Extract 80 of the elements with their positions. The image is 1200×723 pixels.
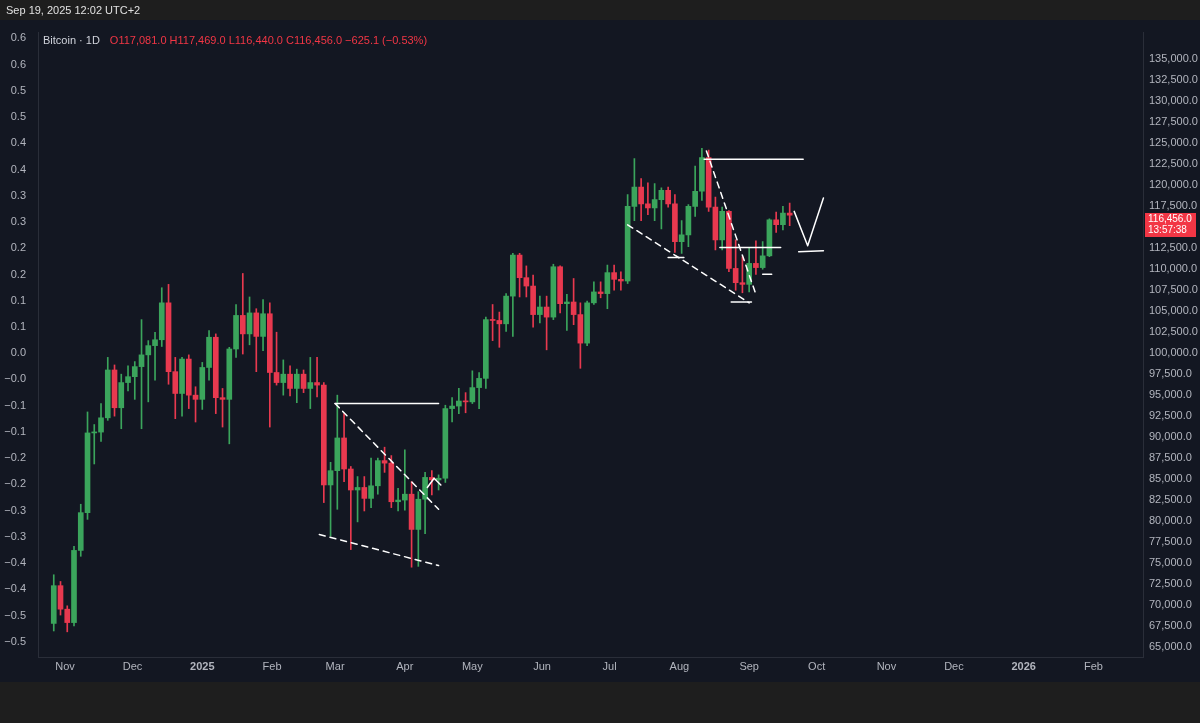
candlestick [753,240,759,275]
y2-tick-label: 0.4 [10,162,26,175]
y-tick-label: 72,500.0 [1149,577,1192,590]
candlestick [307,357,314,409]
candlestick [314,357,320,398]
x-tick-label: Aug [669,659,690,672]
x-tick-label: Mar [325,659,345,672]
y2-tick-label: −0.2 [4,451,26,464]
chart-title: Bitcoin · 1D [43,33,100,46]
y-tick-label: 110,000.0 [1149,262,1198,275]
y-tick-label: 87,500.0 [1149,451,1192,464]
candlestick [564,294,570,331]
y-tick-label: 65,000.0 [1149,639,1192,652]
y-tick-label: 95,000.0 [1149,388,1192,401]
y-tick-label: 77,500.0 [1149,535,1192,548]
y-tick-label: 125,000.0 [1149,136,1198,149]
chart-subtitle: O117,081.0 H117,469.0 L116,440.0 C116,456.0 −625.1 (−0.53%) [109,33,428,46]
y2-tick-label: −0.5 [4,634,26,647]
x-tick-label: Jul [602,659,617,672]
y2-tick-label: 0.2 [10,241,26,254]
y-tick-label: 102,500.0 [1149,325,1198,338]
y2-tick-label: 0.5 [10,110,26,123]
x-tick-label: 2026 [1011,659,1036,672]
y2-tick-label: −0.1 [4,424,26,437]
y-tick-label: 112,500.0 [1149,241,1198,254]
y2-tick-label: 0.6 [10,57,26,70]
x-tick-label: Nov [876,659,897,672]
candlestick [402,449,408,511]
y2-tick-label: 0.3 [10,188,26,201]
y2-tick-label: 0.5 [10,83,26,96]
text: 116,456.0 13:57:38 [1148,212,1193,235]
y2-tick-label: 0.1 [10,319,26,332]
x-tick-label: Apr [396,659,414,672]
x-tick-label: Dec [122,659,143,672]
y2-tick-label: 0.0 [10,346,26,359]
y-tick-label: 67,500.0 [1149,618,1192,631]
y-tick-label: 100,000.0 [1149,346,1198,359]
x-tick-label: Feb [1084,659,1103,672]
y2-tick-label: −0.3 [4,529,26,542]
y-tick-label: 135,000.0 [1149,52,1198,65]
x-tick-label: Sep [739,659,759,672]
y2-tick-label: 0.2 [10,267,26,280]
y2-tick-label: −0.4 [4,556,26,569]
y2-tick-label: −0.1 [4,398,26,411]
x-tick-label: Feb [262,659,282,672]
y2-tick-label: −0.5 [4,608,26,621]
y-tick-label: 105,000.0 [1149,304,1198,317]
x-tick-label: Dec [944,659,965,672]
y-tick-label: 92,500.0 [1149,409,1192,422]
y-tick-label: 122,500.0 [1149,157,1198,170]
x-tick-label: Jun [533,659,551,672]
y-tick-label: 85,000.0 [1149,472,1192,485]
candlestick [395,487,401,512]
y2-tick-label: 0.4 [10,136,26,149]
candlestick [456,388,462,414]
y-tick-label: 132,500.0 [1149,73,1198,86]
y-tick-label: 90,000.0 [1149,430,1192,443]
candlestick [239,273,246,355]
y-tick-label: 107,500.0 [1149,283,1198,296]
y2-tick-label: −0.0 [4,372,26,385]
y2-tick-label: −0.2 [4,477,26,490]
x-tick-label: May [461,659,484,672]
y-tick-label: 70,000.0 [1149,598,1192,610]
x-tick-label: Nov [55,659,76,672]
y2-tick-label: 0.1 [10,293,26,306]
y-tick-label: 130,000.0 [1149,94,1198,107]
text: Sep 19, 2025 12:02 UTC+2 [6,3,141,18]
y2-tick-label: 0.3 [10,215,26,228]
x-tick-label: 2025 [190,659,215,672]
y-tick-label: 80,000.0 [1149,514,1192,527]
y-tick-label: 117,500.0 [1149,199,1198,212]
y-tick-label: 75,000.0 [1149,556,1192,569]
y-tick-label: 97,500.0 [1149,367,1192,380]
y-tick-label: 82,500.0 [1149,493,1192,506]
y2-tick-label: −0.3 [4,503,26,516]
x-tick-label: Oct [808,659,826,672]
y-tick-label: 127,500.0 [1149,115,1198,128]
y2-tick-label: 0.6 [10,31,26,44]
y-tick-label: 120,000.0 [1149,178,1198,191]
y2-tick-label: −0.4 [4,582,26,595]
